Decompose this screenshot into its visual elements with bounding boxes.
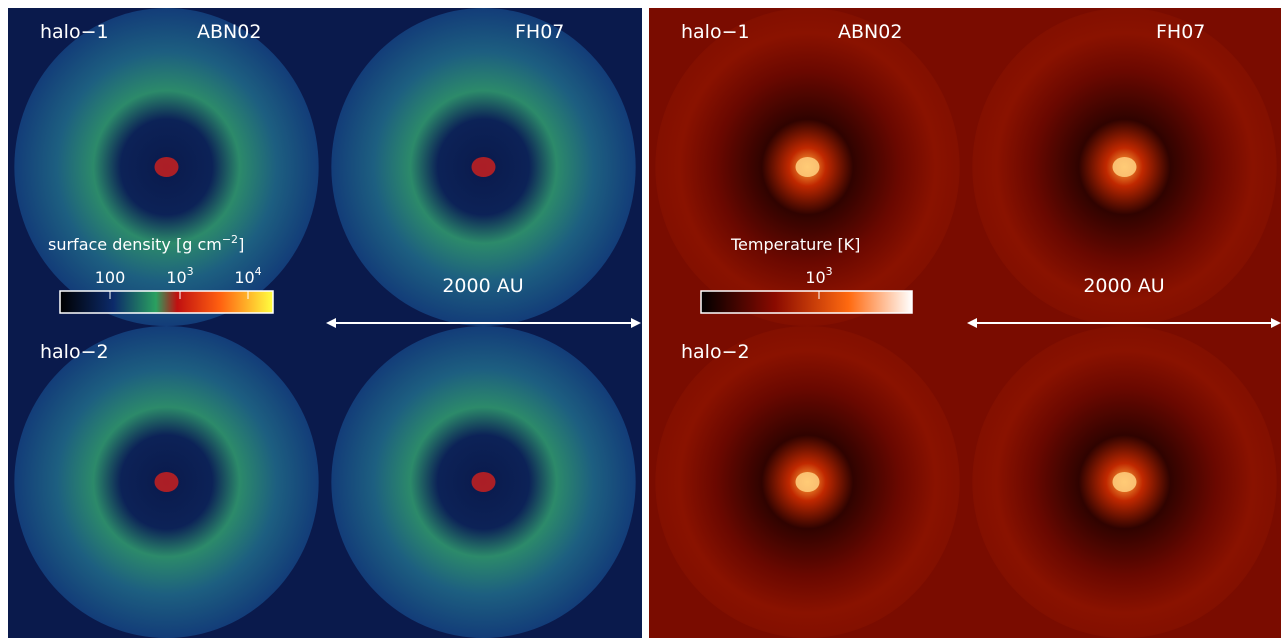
colorbar-title: Temperature [K]	[730, 235, 860, 254]
colorbar	[59, 290, 274, 314]
tick-base: 10	[166, 268, 186, 287]
colorbar-tick-label: 104	[234, 265, 261, 287]
row-label: halo−1	[681, 21, 750, 43]
arrow-head	[631, 318, 641, 328]
arrow-head	[326, 318, 336, 328]
column-label: ABN02	[197, 21, 261, 43]
tick-base: 10	[805, 268, 825, 287]
column-label: FH07	[1156, 21, 1205, 43]
colorbar-tick-label: 103	[805, 265, 832, 287]
core	[795, 157, 820, 177]
core	[471, 472, 496, 492]
row-label: halo−2	[681, 341, 750, 363]
tick-exp: 4	[255, 265, 262, 278]
colorbar-title-text: Temperature [K]	[730, 235, 860, 254]
core	[1112, 472, 1137, 492]
colorbar-tick-label: 100	[95, 268, 126, 287]
core	[471, 157, 496, 177]
tick-exp: 3	[826, 265, 833, 278]
colorbar-title: surface density [g cm−2]	[48, 233, 244, 254]
colorbar-tick-label: 103	[166, 265, 193, 287]
scale-bar-label: 2000 AU	[1083, 275, 1164, 297]
arrow-head	[1271, 318, 1281, 328]
scale-bar-label: 2000 AU	[442, 275, 523, 297]
core	[795, 472, 820, 492]
core	[154, 472, 179, 492]
figure-half: halo−1 halo−2 ABN02 FH07 surface density [g …	[8, 8, 642, 638]
tick-exp: 3	[187, 265, 194, 278]
arrow-head	[967, 318, 977, 328]
row-label: halo−2	[40, 341, 109, 363]
panels: halo−1 halo−2 ABN02 FH07 surface density [g …	[8, 8, 1281, 638]
column-label: FH07	[515, 21, 564, 43]
core	[1112, 157, 1137, 177]
colorbar-title-exp: −2	[222, 233, 238, 246]
core	[154, 157, 179, 177]
tick-base: 100	[95, 268, 126, 287]
colorbar-title-end: ]	[238, 235, 244, 254]
tick-base: 10	[234, 268, 254, 287]
figure-half: halo−1 halo−2 ABN02 FH07 Temperature [K] 103 2…	[649, 8, 1281, 638]
colorbar	[700, 290, 913, 314]
row-label: halo−1	[40, 21, 109, 43]
colorbar-title-text: surface density [g cm	[48, 235, 222, 254]
column-label: ABN02	[838, 21, 902, 43]
